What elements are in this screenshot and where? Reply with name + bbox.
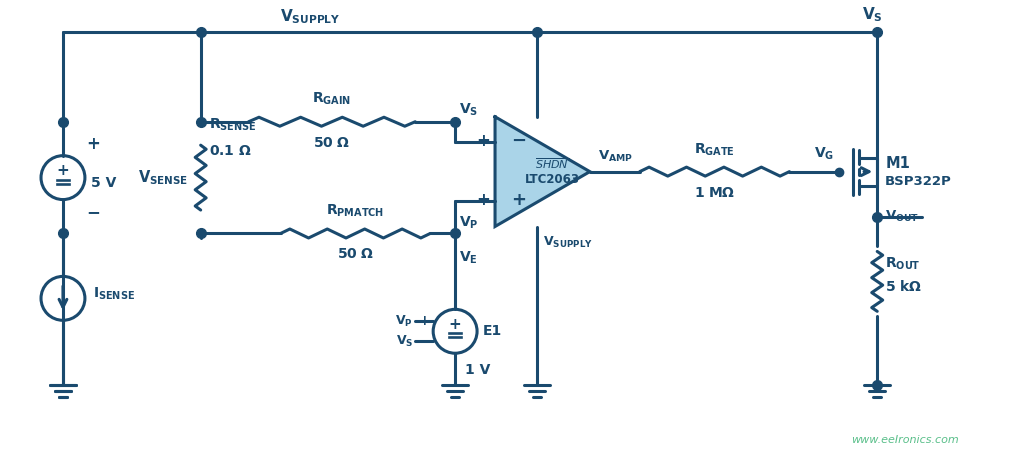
Text: $\mathbf{V_{OUT}}$: $\mathbf{V_{OUT}}$ <box>885 209 919 224</box>
Text: M1: M1 <box>885 156 910 171</box>
Text: 1 V: 1 V <box>465 363 490 377</box>
Text: +: + <box>476 191 490 209</box>
Text: $\mathbf{V_S}$: $\mathbf{V_S}$ <box>396 334 413 349</box>
Text: $\mathbf{V_S}$: $\mathbf{V_S}$ <box>862 5 882 24</box>
Text: $\mathbf{50\ \Omega}$: $\mathbf{50\ \Omega}$ <box>313 136 351 150</box>
Text: $\mathbf{V_P}$: $\mathbf{V_P}$ <box>395 314 413 329</box>
Text: $\mathbf{V_G}$: $\mathbf{V_G}$ <box>815 145 834 162</box>
Text: $\mathbf{R_{OUT}}$: $\mathbf{R_{OUT}}$ <box>885 255 920 272</box>
Text: $\mathbf{R_{SENSE}}$: $\mathbf{R_{SENSE}}$ <box>208 117 256 133</box>
Text: +: + <box>419 314 430 328</box>
Text: 5 V: 5 V <box>91 176 116 189</box>
Text: E1: E1 <box>483 324 503 338</box>
Text: +: + <box>476 132 490 150</box>
Text: $\mathbf{5\ k\Omega}$: $\mathbf{5\ k\Omega}$ <box>885 279 922 294</box>
Text: $\mathbf{0.1\ \Omega}$: $\mathbf{0.1\ \Omega}$ <box>208 144 251 158</box>
Text: +: + <box>86 135 100 153</box>
Text: BSP322P: BSP322P <box>885 175 952 188</box>
Text: $\mathbf{50\ \Omega}$: $\mathbf{50\ \Omega}$ <box>337 248 373 261</box>
Text: +: + <box>56 163 70 178</box>
Text: $\mathbf{V_P}$: $\mathbf{V_P}$ <box>459 215 479 231</box>
Text: $\mathbf{V_{SUPPLY}}$: $\mathbf{V_{SUPPLY}}$ <box>280 7 341 26</box>
Text: $\mathbf{V_E}$: $\mathbf{V_E}$ <box>459 249 478 266</box>
Text: $\mathbf{R_{PMATCH}}$: $\mathbf{R_{PMATCH}}$ <box>326 202 385 219</box>
Text: +: + <box>448 317 462 332</box>
Text: $\mathbf{R_{GAIN}}$: $\mathbf{R_{GAIN}}$ <box>312 90 352 107</box>
Text: $\mathbf{R_{GATE}}$: $\mathbf{R_{GATE}}$ <box>695 141 735 158</box>
Text: $\overline{SHDN}$: $\overline{SHDN}$ <box>536 156 569 171</box>
Text: $\mathbf{V_{AMP}}$: $\mathbf{V_{AMP}}$ <box>598 148 633 164</box>
Text: −: − <box>419 334 430 348</box>
Text: −: − <box>511 132 526 150</box>
Polygon shape <box>495 117 590 226</box>
Text: LTC2063: LTC2063 <box>525 173 580 186</box>
Text: $\mathbf{V_{SUPPLY}}$: $\mathbf{V_{SUPPLY}}$ <box>544 235 593 249</box>
Text: $\mathbf{V_S}$: $\mathbf{V_S}$ <box>459 101 478 118</box>
Text: $\mathbf{1\ M\Omega}$: $\mathbf{1\ M\Omega}$ <box>694 186 736 200</box>
Text: $\mathbf{I_{SENSE}}$: $\mathbf{I_{SENSE}}$ <box>93 285 134 301</box>
Text: +: + <box>511 191 526 209</box>
Text: www.eeIronics.com: www.eeIronics.com <box>852 435 959 445</box>
Text: $\mathbf{V_{SENSE}}$: $\mathbf{V_{SENSE}}$ <box>137 168 188 187</box>
Text: −: − <box>86 202 100 220</box>
